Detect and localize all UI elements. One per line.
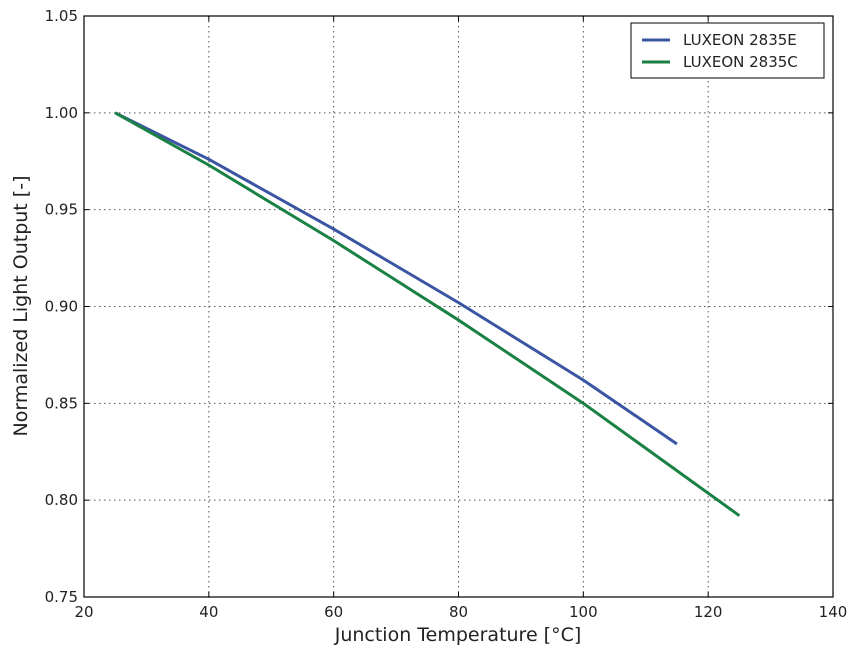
x-tick-label: 20: [74, 603, 93, 621]
x-tick-label: 140: [819, 603, 848, 621]
y-tick-label: 1.00: [45, 104, 78, 122]
y-tick-labels: 0.75 0.80 0.85 0.90 0.95 1.00 1.05: [45, 7, 78, 606]
y-axis-label: Normalized Light Output [-]: [10, 176, 32, 437]
legend: LUXEON 2835E LUXEON 2835C: [630, 22, 825, 79]
y-tick-label: 0.75: [45, 588, 78, 606]
axis-ticks: [83, 15, 834, 598]
x-tick-label: 60: [324, 603, 343, 621]
x-tick-label: 120: [694, 603, 723, 621]
legend-label-2835c: LUXEON 2835C: [683, 53, 798, 71]
y-tick-label: 0.95: [45, 201, 78, 219]
x-tick-label: 40: [199, 603, 218, 621]
y-tick-label: 0.90: [45, 298, 78, 316]
x-axis-label: Junction Temperature [°C]: [334, 624, 582, 646]
series-line-2835e: [114, 111, 678, 446]
y-tick-label: 1.05: [45, 7, 78, 25]
legend-box: [630, 22, 825, 79]
legend-label-2835e: LUXEON 2835E: [683, 31, 797, 49]
plot-lines: [114, 111, 741, 517]
x-tick-label: 80: [449, 603, 468, 621]
x-tick-label: 100: [569, 603, 598, 621]
y-tick-label: 0.85: [45, 394, 78, 412]
series-line-2835c: [114, 111, 741, 517]
y-tick-label: 0.80: [45, 491, 78, 509]
x-tick-labels: 20 40 60 80 100 120 140: [74, 603, 847, 621]
grid: [83, 15, 834, 598]
